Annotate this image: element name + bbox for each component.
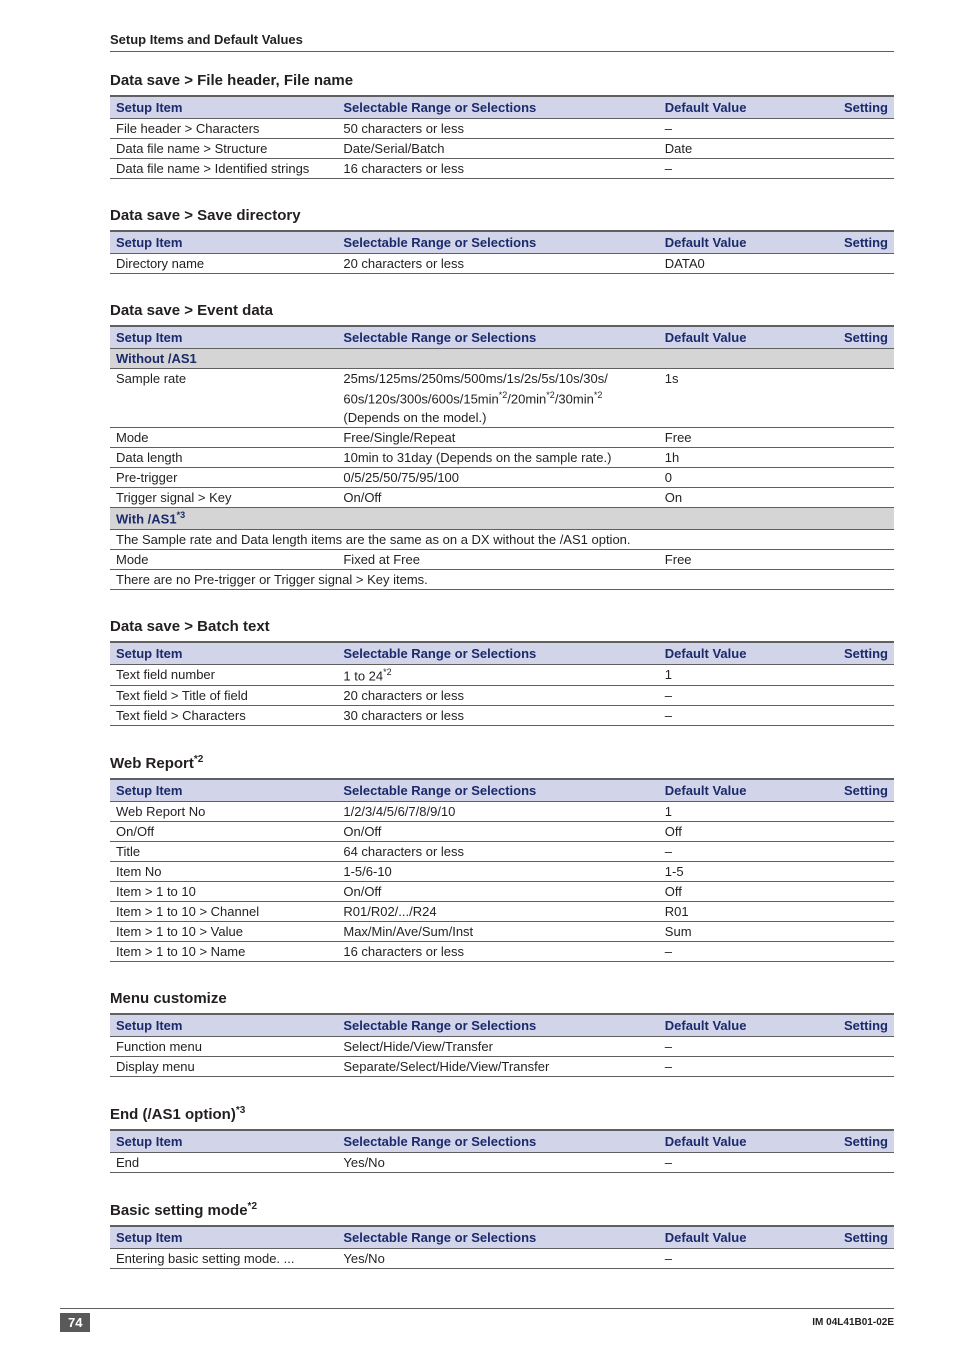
col-range: Selectable Range or Selections bbox=[337, 779, 658, 802]
table-title-save-dir: Data save > Save directory bbox=[110, 207, 894, 224]
table-row: Sample rate 25ms/125ms/250ms/500ms/1s/2s… bbox=[110, 369, 894, 389]
table-file-header: Setup Item Selectable Range or Selection… bbox=[110, 95, 894, 179]
table-web-report: Setup Item Selectable Range or Selection… bbox=[110, 778, 894, 962]
table-title-end: End (/AS1 option)*3 bbox=[110, 1105, 894, 1123]
table-row: Directory name20 characters or lessDATA0 bbox=[110, 254, 894, 274]
col-setting: Setting bbox=[792, 642, 894, 665]
table-row: There are no Pre-trigger or Trigger sign… bbox=[110, 569, 894, 589]
table-save-dir: Setup Item Selectable Range or Selection… bbox=[110, 230, 894, 274]
subheader-with-as1: With /AS1*3 bbox=[110, 508, 894, 529]
col-range: Selectable Range or Selections bbox=[337, 96, 658, 119]
table-row: EndYes/No– bbox=[110, 1152, 894, 1172]
col-range: Selectable Range or Selections bbox=[337, 1130, 658, 1153]
col-range: Selectable Range or Selections bbox=[337, 326, 658, 349]
table-row: Item > 1 to 10 > Name16 characters or le… bbox=[110, 941, 894, 961]
table-title-web-report: Web Report*2 bbox=[110, 754, 894, 772]
table-row: Item > 1 to 10 > ValueMax/Min/Ave/Sum/In… bbox=[110, 921, 894, 941]
table-row: Item > 1 to 10On/OffOff bbox=[110, 881, 894, 901]
table-row: Data file name > Identified strings16 ch… bbox=[110, 159, 894, 179]
table-title-basic-setting: Basic setting mode*2 bbox=[110, 1201, 894, 1219]
col-default: Default Value bbox=[659, 326, 792, 349]
table-title-event-data: Data save > Event data bbox=[110, 302, 894, 319]
col-range: Selectable Range or Selections bbox=[337, 231, 658, 254]
page-number: 74 bbox=[60, 1313, 90, 1332]
col-setup-item: Setup Item bbox=[110, 326, 337, 349]
table-row: Item No1-5/6-101-5 bbox=[110, 861, 894, 881]
col-setup-item: Setup Item bbox=[110, 642, 337, 665]
table-row: Item > 1 to 10 > ChannelR01/R02/.../R24R… bbox=[110, 901, 894, 921]
col-setting: Setting bbox=[792, 1014, 894, 1037]
col-setup-item: Setup Item bbox=[110, 1226, 337, 1249]
page-footer: 74 IM 04L41B01-02E bbox=[0, 1308, 954, 1332]
table-row: 60s/120s/300s/600s/15min*2/20min*2/30min… bbox=[110, 388, 894, 408]
col-setup-item: Setup Item bbox=[110, 1130, 337, 1153]
table-title-file-header: Data save > File header, File name bbox=[110, 72, 894, 89]
table-row: Entering basic setting mode. ...Yes/No– bbox=[110, 1248, 894, 1268]
table-row: ModeFree/Single/RepeatFree bbox=[110, 428, 894, 448]
table-end: Setup Item Selectable Range or Selection… bbox=[110, 1129, 894, 1173]
col-default: Default Value bbox=[659, 779, 792, 802]
col-range: Selectable Range or Selections bbox=[337, 1014, 658, 1037]
table-row: Text field > Characters30 characters or … bbox=[110, 705, 894, 725]
col-setting: Setting bbox=[792, 779, 894, 802]
table-row: On/OffOn/OffOff bbox=[110, 821, 894, 841]
table-row: Data file name > StructureDate/Serial/Ba… bbox=[110, 139, 894, 159]
page-section-title: Setup Items and Default Values bbox=[110, 32, 894, 52]
table-row: Function menuSelect/Hide/View/Transfer– bbox=[110, 1036, 894, 1056]
table-menu-customize: Setup Item Selectable Range or Selection… bbox=[110, 1013, 894, 1077]
col-default: Default Value bbox=[659, 642, 792, 665]
col-default: Default Value bbox=[659, 231, 792, 254]
table-row: Data length10min to 31day (Depends on th… bbox=[110, 448, 894, 468]
table-row: File header > Characters50 characters or… bbox=[110, 119, 894, 139]
table-row: (Depends on the model.) bbox=[110, 408, 894, 428]
col-setup-item: Setup Item bbox=[110, 96, 337, 119]
col-setting: Setting bbox=[792, 96, 894, 119]
table-row: Text field number1 to 24*21 bbox=[110, 664, 894, 685]
table-row: The Sample rate and Data length items ar… bbox=[110, 529, 894, 549]
col-default: Default Value bbox=[659, 96, 792, 119]
table-row: Text field > Title of field20 characters… bbox=[110, 685, 894, 705]
table-batch-text: Setup Item Selectable Range or Selection… bbox=[110, 641, 894, 726]
table-row: Pre-trigger0/5/25/50/75/95/1000 bbox=[110, 468, 894, 488]
col-setting: Setting bbox=[792, 1130, 894, 1153]
table-row: Display menuSeparate/Select/Hide/View/Tr… bbox=[110, 1056, 894, 1076]
col-default: Default Value bbox=[659, 1226, 792, 1249]
doc-id: IM 04L41B01-02E bbox=[812, 1317, 894, 1328]
col-range: Selectable Range or Selections bbox=[337, 1226, 658, 1249]
col-setup-item: Setup Item bbox=[110, 1014, 337, 1037]
col-default: Default Value bbox=[659, 1014, 792, 1037]
table-row: Trigger signal > KeyOn/OffOn bbox=[110, 488, 894, 508]
col-setup-item: Setup Item bbox=[110, 779, 337, 802]
table-row: Title64 characters or less– bbox=[110, 841, 894, 861]
col-setting: Setting bbox=[792, 1226, 894, 1249]
col-range: Selectable Range or Selections bbox=[337, 642, 658, 665]
col-setup-item: Setup Item bbox=[110, 231, 337, 254]
table-event-data: Setup Item Selectable Range or Selection… bbox=[110, 325, 894, 590]
table-row: Web Report No1/2/3/4/5/6/7/8/9/101 bbox=[110, 801, 894, 821]
col-setting: Setting bbox=[792, 231, 894, 254]
col-setting: Setting bbox=[792, 326, 894, 349]
table-title-batch-text: Data save > Batch text bbox=[110, 618, 894, 635]
table-basic-setting: Setup Item Selectable Range or Selection… bbox=[110, 1225, 894, 1269]
col-default: Default Value bbox=[659, 1130, 792, 1153]
table-row: ModeFixed at FreeFree bbox=[110, 549, 894, 569]
subheader-without-as1: Without /AS1 bbox=[110, 349, 894, 369]
table-title-menu-customize: Menu customize bbox=[110, 990, 894, 1007]
